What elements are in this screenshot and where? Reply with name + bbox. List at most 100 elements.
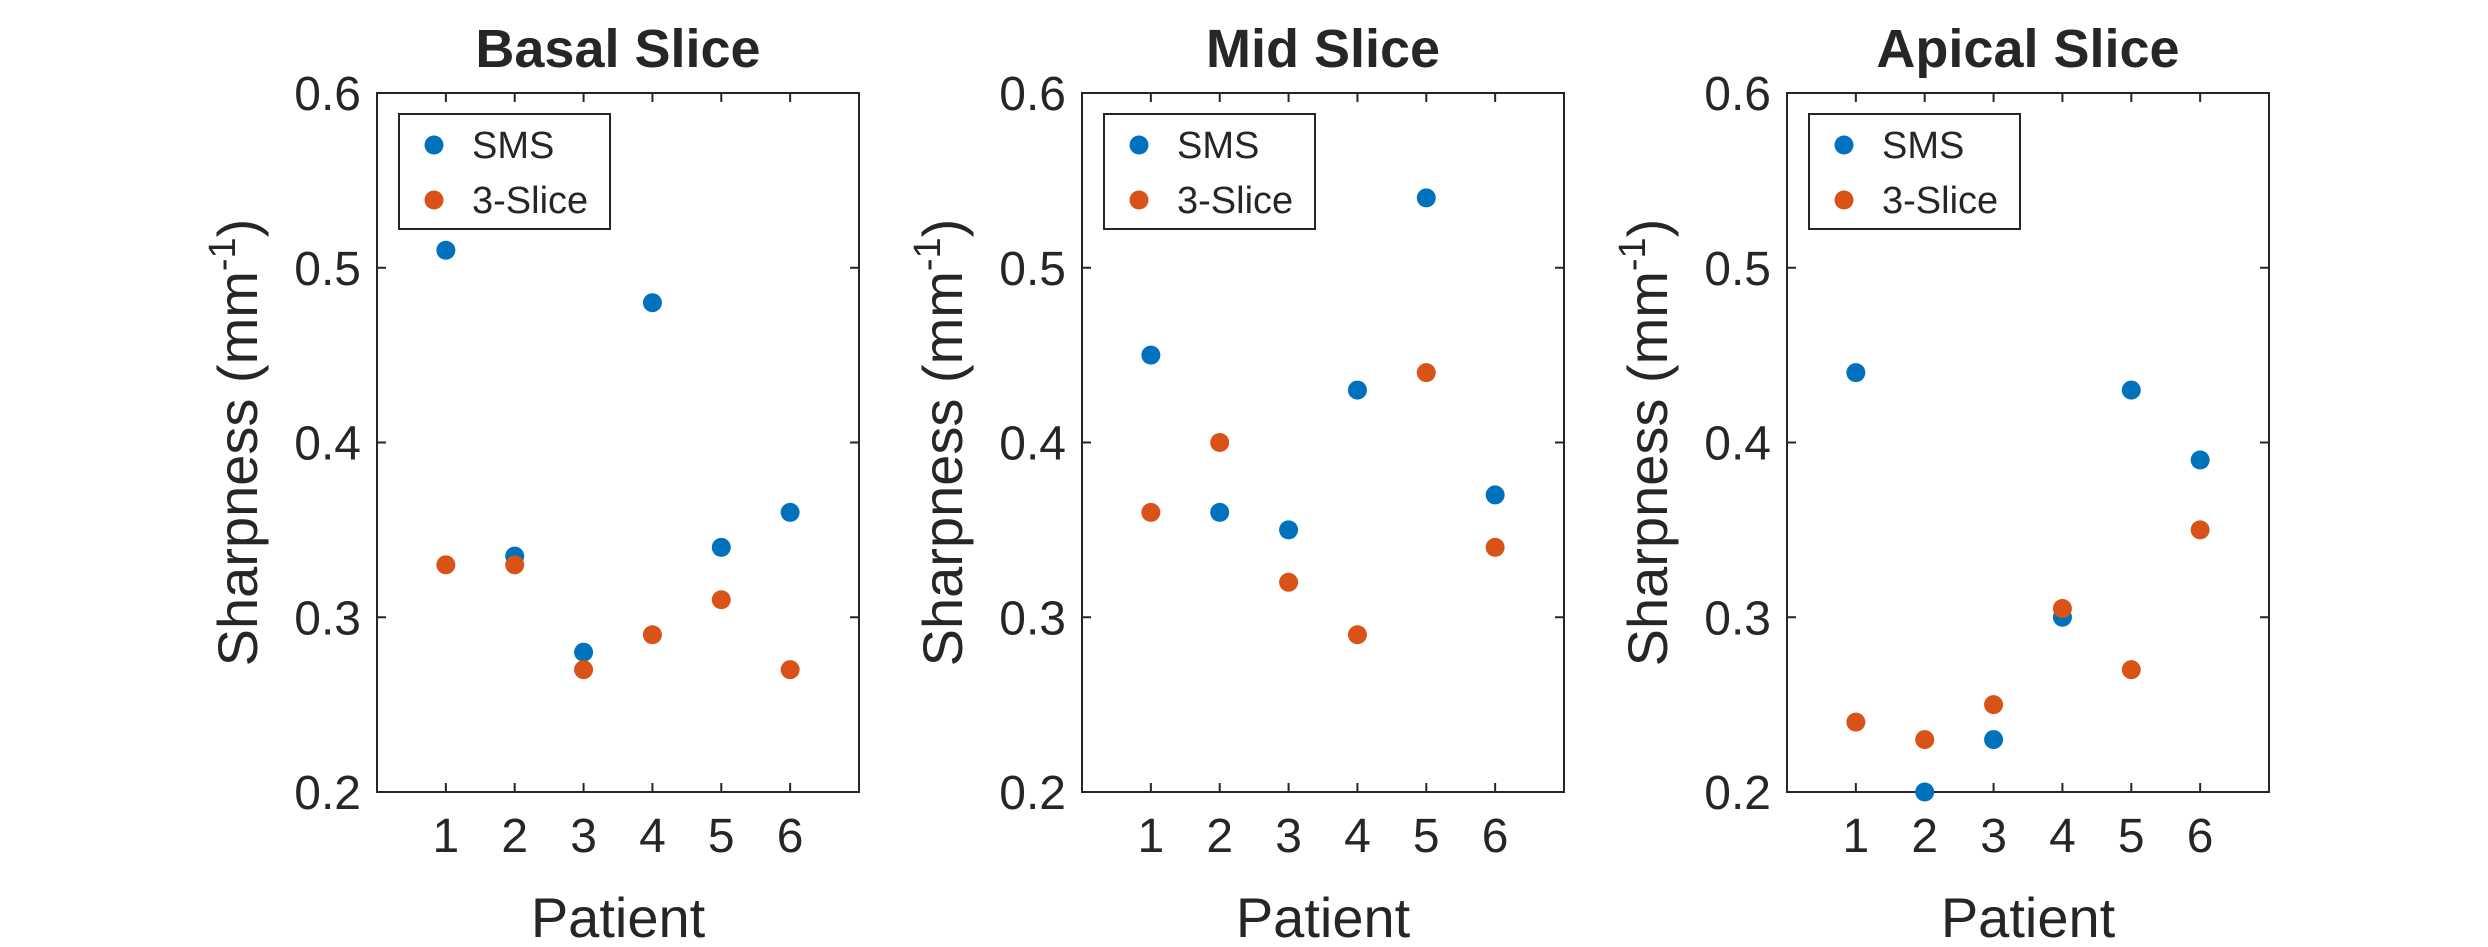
- y-tick-label: 0.4: [294, 418, 361, 471]
- y-axis-label: Sharpness (mm-1): [907, 219, 974, 667]
- x-tick-label: 3: [1275, 810, 1302, 863]
- chart-panel-1: 0.2 0.3 0.4 0.5 0.6 1 2 3 4 5 6 Mid Slice Patient Sha…: [907, 19, 1565, 947]
- legend-box: [1808, 113, 2021, 230]
- y-axis-label-main: Sharpness (mm: [1616, 271, 1679, 666]
- y-tick-label: 0.2: [999, 767, 1066, 820]
- legend-label: SMS: [1882, 125, 1964, 167]
- legend-label: SMS: [472, 125, 554, 167]
- x-axis-label: Patient: [531, 886, 706, 947]
- legend-marker: [424, 190, 444, 210]
- y-tick-label: 0.3: [294, 592, 361, 645]
- x-tick-label: 3: [1980, 810, 2007, 863]
- x-tick-label: 2: [1206, 810, 1233, 863]
- data-point-sms-patient-6: [1485, 485, 1505, 505]
- y-axis-label-close: ): [1616, 219, 1679, 238]
- y-axis-label-main: Sharpness (mm: [911, 271, 974, 666]
- data-point-3-slice-patient-3: [574, 660, 594, 680]
- data-point-sms-patient-4: [1347, 380, 1367, 400]
- chart-panel-2: 0.2 0.3 0.4 0.5 0.6 1 2 3 4 5 6 Apical Slice Patient…: [1612, 19, 2270, 947]
- data-point-sms-patient-1: [436, 240, 456, 260]
- data-point-3-slice-patient-3: [1279, 572, 1299, 592]
- x-tick-label: 1: [1138, 810, 1165, 863]
- x-tick-label: 6: [777, 810, 804, 863]
- legend: SMS 3-Slice: [398, 113, 611, 230]
- chart-panel-0: 0.2 0.3 0.4 0.5 0.6 1 2 3 4 5 6 Basal Slice Patient S…: [202, 19, 860, 947]
- y-tick-label: 0.3: [999, 592, 1066, 645]
- data-point-3-slice-patient-4: [1347, 625, 1367, 645]
- y-tick-label: 0.5: [1704, 243, 1771, 296]
- legend-marker: [1834, 190, 1854, 210]
- data-point-sms-patient-1: [1141, 345, 1161, 365]
- data-point-sms-patient-4: [642, 293, 662, 313]
- x-tick-label: 2: [501, 810, 528, 863]
- data-point-3-slice-patient-6: [780, 660, 800, 680]
- y-axis-label-close: ): [206, 219, 269, 238]
- x-tick-label: 6: [1482, 810, 1509, 863]
- x-tick-label: 4: [1344, 810, 1371, 863]
- data-point-sms-patient-6: [780, 502, 800, 522]
- y-tick-label: 0.3: [1704, 592, 1771, 645]
- legend: SMS 3-Slice: [1808, 113, 2021, 230]
- x-tick-label: 6: [2187, 810, 2214, 863]
- x-tick-label: 1: [1843, 810, 1870, 863]
- y-tick-label: 0.2: [1704, 767, 1771, 820]
- data-point-3-slice-patient-5: [1416, 363, 1436, 383]
- data-point-3-slice-patient-4: [2052, 599, 2072, 619]
- y-tick-label: 0.6: [1704, 68, 1771, 121]
- chart-title: Apical Slice: [1876, 19, 2179, 79]
- legend-box: [1103, 113, 1316, 230]
- x-tick-label: 4: [2049, 810, 2076, 863]
- y-axis-label-main: Sharpness (mm: [206, 271, 269, 666]
- data-point-3-slice-patient-5: [711, 590, 731, 610]
- legend-box: [398, 113, 611, 230]
- x-axis-label: Patient: [1236, 886, 1411, 947]
- data-point-3-slice-patient-2: [1915, 730, 1935, 750]
- data-point-sms-patient-6: [2190, 450, 2210, 470]
- legend: SMS 3-Slice: [1103, 113, 1316, 230]
- legend-marker: [1129, 135, 1149, 155]
- data-point-sms-patient-3: [1984, 730, 2004, 750]
- data-point-sms-patient-2: [1210, 502, 1230, 522]
- y-axis-label: Sharpness (mm-1): [202, 219, 269, 667]
- data-point-3-slice-patient-5: [2121, 660, 2141, 680]
- legend-label: 3-Slice: [1177, 180, 1293, 222]
- data-point-sms-patient-5: [1416, 188, 1436, 208]
- legend-label: 3-Slice: [472, 180, 588, 222]
- x-tick-label: 1: [433, 810, 460, 863]
- chart-title: Basal Slice: [475, 19, 760, 79]
- y-tick-label: 0.2: [294, 767, 361, 820]
- y-tick-label: 0.4: [999, 418, 1066, 471]
- y-tick-label: 0.6: [294, 68, 361, 121]
- data-point-sms-patient-2: [1915, 782, 1935, 802]
- data-point-sms-patient-1: [1846, 363, 1866, 383]
- data-point-3-slice-patient-6: [1485, 537, 1505, 557]
- x-tick-label: 4: [639, 810, 666, 863]
- data-point-3-slice-patient-4: [642, 625, 662, 645]
- data-point-3-slice-patient-3: [1984, 695, 2004, 715]
- data-point-sms-patient-3: [1279, 520, 1299, 540]
- data-point-sms-patient-5: [711, 537, 731, 557]
- legend-label: 3-Slice: [1882, 180, 1998, 222]
- y-tick-label: 0.5: [999, 243, 1066, 296]
- x-tick-label: 3: [570, 810, 597, 863]
- data-point-sms-patient-3: [574, 642, 594, 662]
- y-tick-label: 0.4: [1704, 418, 1771, 471]
- y-axis-label: Sharpness (mm-1): [1612, 219, 1679, 667]
- x-tick-label: 5: [1413, 810, 1440, 863]
- legend-marker: [1834, 135, 1854, 155]
- data-point-3-slice-patient-6: [2190, 520, 2210, 540]
- data-point-3-slice-patient-1: [1141, 502, 1161, 522]
- x-tick-label: 5: [708, 810, 735, 863]
- data-point-sms-patient-5: [2121, 380, 2141, 400]
- x-axis-label: Patient: [1941, 886, 2116, 947]
- y-axis-label-superscript: -1: [202, 237, 244, 271]
- data-point-3-slice-patient-2: [1210, 433, 1230, 452]
- data-point-3-slice-patient-1: [436, 555, 456, 575]
- legend-label: SMS: [1177, 125, 1259, 167]
- y-axis-label-close: ): [911, 219, 974, 238]
- chart-title: Mid Slice: [1206, 19, 1440, 79]
- legend-marker: [1129, 190, 1149, 210]
- data-point-3-slice-patient-1: [1846, 712, 1866, 732]
- y-axis-label-superscript: -1: [907, 237, 949, 271]
